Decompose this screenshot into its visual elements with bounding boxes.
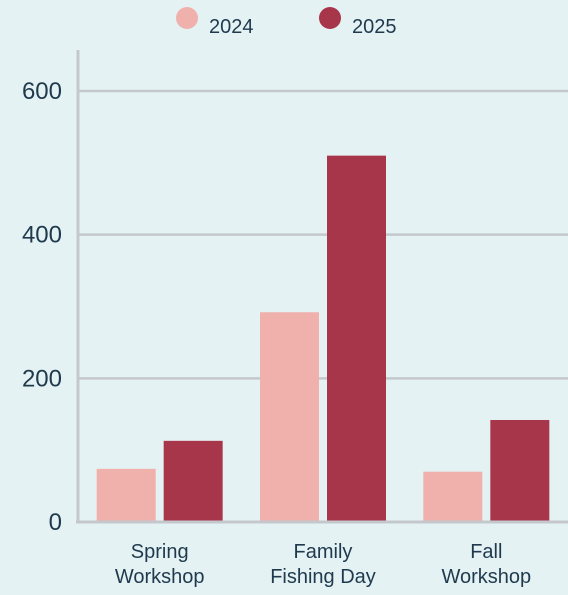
bar [260, 312, 319, 522]
legend-swatch [319, 7, 341, 29]
y-tick-label: 600 [22, 78, 62, 105]
legend-label: 2024 [209, 16, 254, 38]
legend-label: 2025 [352, 16, 397, 38]
bar [423, 471, 483, 522]
y-tick-label: 0 [49, 509, 62, 536]
bar [490, 419, 550, 522]
y-tick-label: 200 [22, 365, 62, 392]
x-tick-label: Spring Workshop [115, 541, 205, 588]
y-tick-label: 400 [22, 222, 62, 249]
bar [96, 468, 156, 522]
legend-swatch [176, 7, 198, 29]
bar [163, 440, 223, 522]
bar [327, 155, 386, 522]
x-tick-label: Fall Workshop [441, 541, 531, 588]
x-tick-label: Family Fishing Day [270, 541, 376, 588]
